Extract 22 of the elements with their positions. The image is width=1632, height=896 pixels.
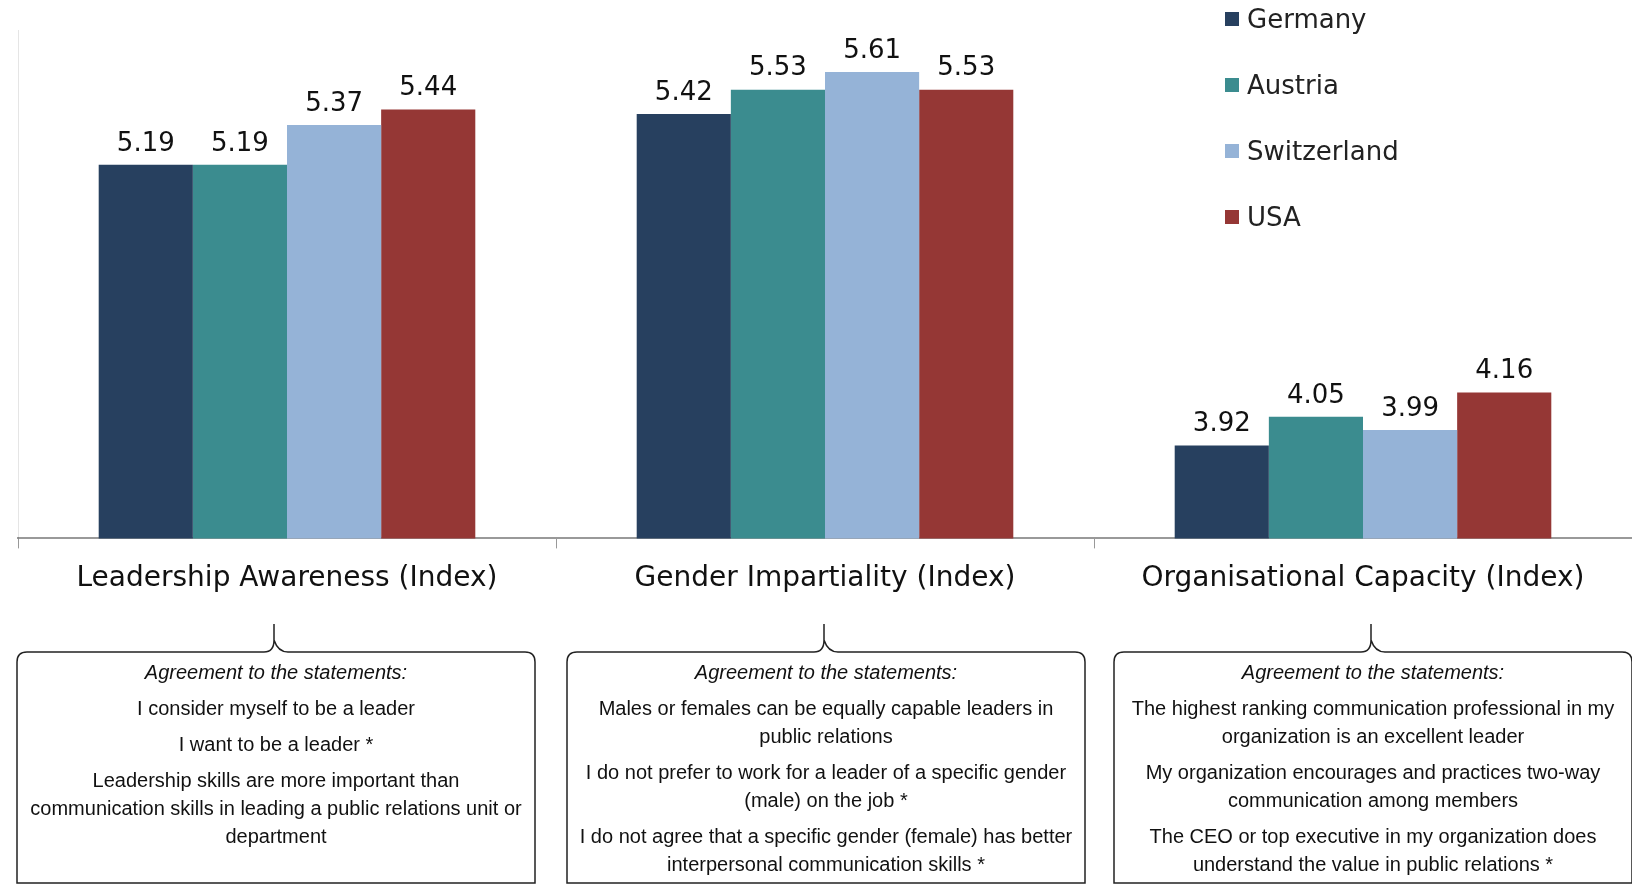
data-label: 5.19: [210, 126, 269, 157]
text: Agreement to the statements: The highest ranking communication professional in my organization is an excellent leader My organization encourages and practices two-way communication among members The CEO or top executive in my organization does understand the value in public relations *: [1130, 660, 1616, 877]
legend-label: USA: [1246, 201, 1302, 234]
data-label: 5.42: [654, 75, 713, 106]
legend-label: Germany: [1246, 3, 1368, 36]
legend-label: Switzerland: [1246, 135, 1399, 168]
data-label: 4.05: [1286, 378, 1345, 409]
text: Agreement to the statements: Males or females can be equally capable leaders in public relations I do not prefer to work for a leader of a specific gender (male) on the job * I do not agree that a specific gender (female) has better interpersonal communication skills *: [578, 660, 1074, 877]
data-label: 5.19: [116, 126, 175, 157]
text: Agreement to the statements: I consider myself to be a leader I want to be a leader * Leadership skills are more important than communication skills in leading a public relations unit or department: [29, 660, 523, 849]
data-label: 3.92: [1192, 407, 1251, 438]
data-label: 5.44: [399, 71, 458, 102]
data-label: 4.16: [1475, 354, 1534, 385]
data-label: 5.53: [937, 51, 996, 82]
data-label: 5.37: [305, 86, 364, 117]
data-label: 5.61: [843, 33, 902, 64]
x-tick-label: Gender Impartiality (Index): [634, 560, 1016, 594]
data-label: 3.99: [1381, 391, 1440, 422]
x-tick-label: Organisational Capacity (Index): [1141, 560, 1585, 594]
legend-label: Austria: [1246, 69, 1340, 102]
x-tick-label: Leadership Awareness (Index): [76, 560, 498, 594]
data-label: 5.53: [748, 51, 807, 82]
